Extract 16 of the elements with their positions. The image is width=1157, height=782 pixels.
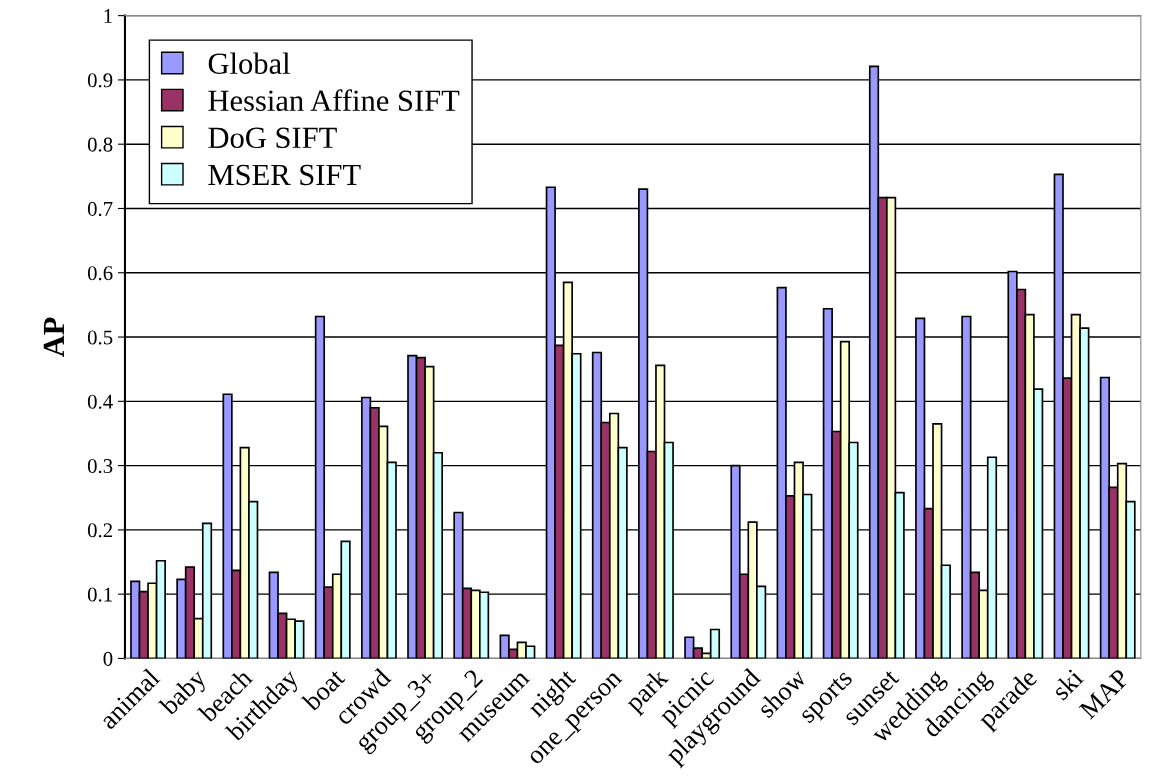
y-tick-label: 0.9 xyxy=(87,73,113,88)
y-tick-label: 0.5 xyxy=(87,330,113,345)
y-tick-label: 0.3 xyxy=(87,458,113,474)
y-tick-label: 0 xyxy=(103,651,113,666)
y-tick-label: 0.4 xyxy=(87,394,113,409)
y-tick-label: 0.8 xyxy=(87,137,113,152)
legend-label: DoG SIFT xyxy=(208,127,337,149)
y-tick-label: 1 xyxy=(104,9,112,23)
y-tick-label: 0.7 xyxy=(87,201,113,217)
y-tick-label: 0.2 xyxy=(87,523,112,538)
legend-label: Hessian Affine SIFT xyxy=(208,89,460,112)
y-axis-title: AP xyxy=(43,317,64,358)
y-tick-label: 0.1 xyxy=(87,587,112,602)
legend-label: MSER SIFT xyxy=(208,164,361,186)
legend-label: Global xyxy=(208,52,291,74)
y-tick-label: 0.6 xyxy=(87,266,113,281)
